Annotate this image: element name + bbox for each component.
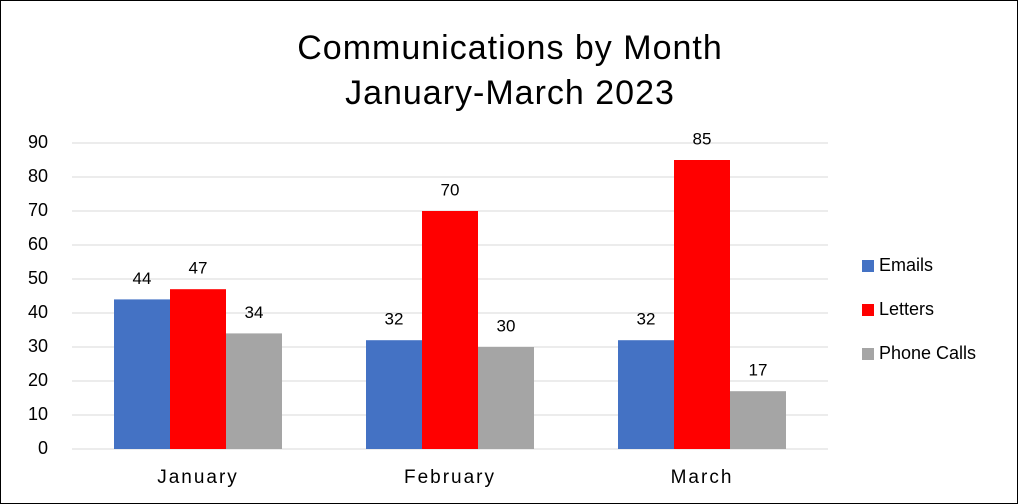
chart-title: Communications by Month [297, 29, 723, 67]
bar [674, 160, 730, 449]
y-tick-label: 80 [28, 166, 48, 186]
bar [226, 333, 282, 449]
value-label: 70 [441, 180, 460, 199]
chart-subtitle: January-March 2023 [345, 74, 675, 112]
value-label: 85 [693, 129, 712, 148]
value-label: 32 [637, 310, 656, 329]
bar [366, 340, 422, 449]
legend-swatch [862, 304, 874, 316]
value-label: 47 [189, 259, 208, 278]
bar [114, 299, 170, 449]
y-tick-label: 20 [28, 370, 48, 390]
y-tick-label: 0 [38, 438, 48, 458]
x-tick-label: March [671, 467, 734, 488]
legend-swatch [862, 260, 874, 272]
value-label: 30 [497, 316, 516, 335]
value-label: 17 [749, 361, 768, 380]
legend-label: Emails [879, 255, 933, 275]
value-label: 34 [245, 303, 264, 322]
bar [618, 340, 674, 449]
y-tick-label: 70 [28, 200, 48, 220]
legend-swatch [862, 348, 874, 360]
value-label: 44 [133, 269, 152, 288]
y-tick-label: 90 [28, 132, 48, 152]
bar [730, 391, 786, 449]
y-tick-label: 30 [28, 336, 48, 356]
legend-label: Letters [879, 299, 934, 319]
bar [170, 289, 226, 449]
x-tick-label: January [157, 467, 239, 488]
y-tick-label: 60 [28, 234, 48, 254]
y-tick-label: 40 [28, 302, 48, 322]
value-label: 32 [385, 310, 404, 329]
bar [478, 347, 534, 449]
x-tick-label: February [404, 467, 496, 488]
y-tick-label: 10 [28, 404, 48, 424]
legend-label: Phone Calls [879, 343, 976, 363]
y-tick-label: 50 [28, 268, 48, 288]
bar [422, 211, 478, 449]
